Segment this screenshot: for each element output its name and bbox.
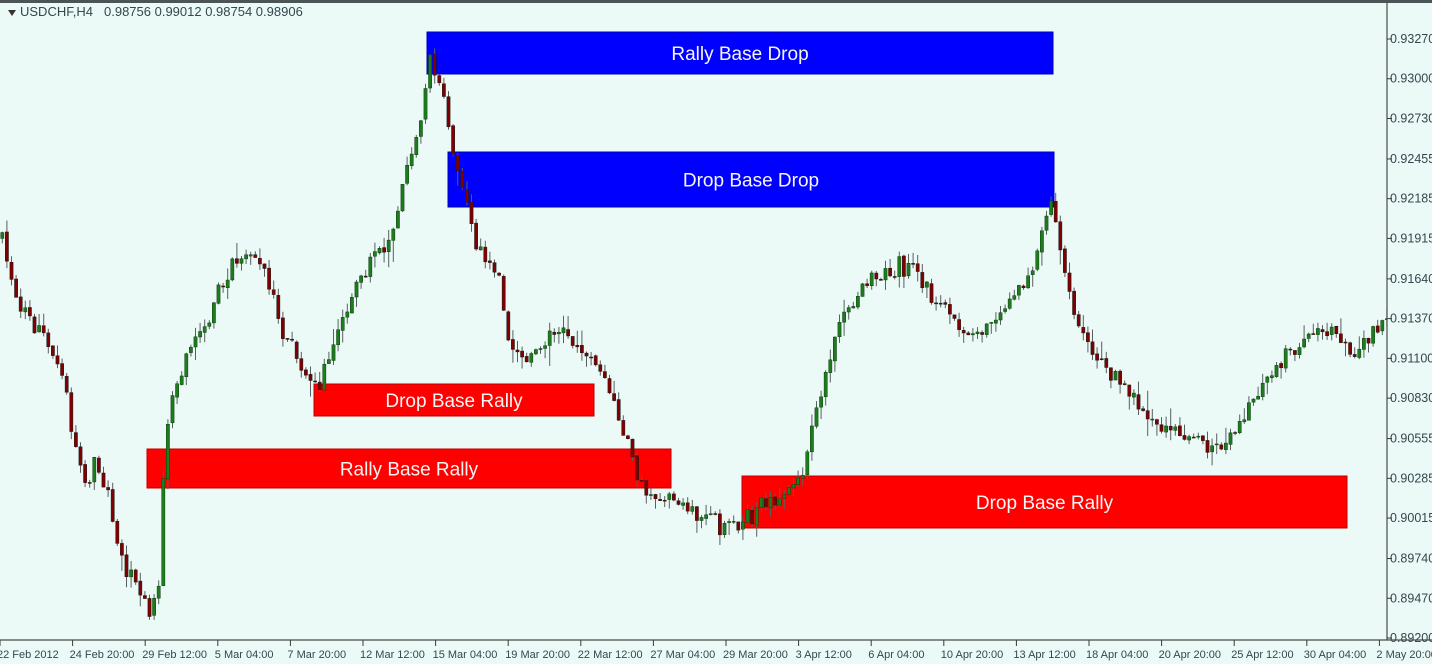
svg-text:22 Feb 2012: 22 Feb 2012 [0,649,59,661]
svg-text:30 Apr 04:00: 30 Apr 04:00 [1304,649,1366,661]
svg-text:2 May 20:00: 2 May 20:00 [1376,649,1432,661]
svg-text:0.92455: 0.92455 [1390,152,1432,166]
svg-text:12 Mar 12:00: 12 Mar 12:00 [360,649,425,661]
svg-text:5 Mar 04:00: 5 Mar 04:00 [215,649,274,661]
svg-text:Drop Base Rally: Drop Base Rally [385,391,523,412]
svg-text:0.90555: 0.90555 [1390,432,1432,446]
svg-text:6 Apr 04:00: 6 Apr 04:00 [868,649,924,661]
svg-text:0.93000: 0.93000 [1390,72,1432,86]
svg-text:0.92730: 0.92730 [1390,111,1432,125]
svg-text:0.89740: 0.89740 [1390,552,1432,566]
svg-text:3 Apr 12:00: 3 Apr 12:00 [796,649,852,661]
svg-text:0.98756 0.99012 0.98754 0.9890: 0.98756 0.99012 0.98754 0.98906 [104,4,303,19]
svg-text:27 Mar 04:00: 27 Mar 04:00 [650,649,715,661]
svg-text:0.91100: 0.91100 [1390,351,1432,365]
svg-text:18 Apr 04:00: 18 Apr 04:00 [1086,649,1148,661]
svg-text:USDCHF,H4: USDCHF,H4 [20,4,93,19]
svg-text:0.93270: 0.93270 [1390,32,1432,46]
svg-text:0.90830: 0.90830 [1390,391,1432,405]
svg-text:20 Apr 20:00: 20 Apr 20:00 [1159,649,1221,661]
svg-text:Drop Base Rally: Drop Base Rally [976,493,1114,514]
svg-text:Rally Base Drop: Rally Base Drop [671,44,808,65]
svg-text:15 Mar 04:00: 15 Mar 04:00 [433,649,498,661]
svg-text:Drop Base Drop: Drop Base Drop [683,171,819,192]
svg-text:0.91915: 0.91915 [1390,231,1432,245]
svg-text:19 Mar 20:00: 19 Mar 20:00 [505,649,570,661]
svg-text:22 Mar 12:00: 22 Mar 12:00 [578,649,643,661]
svg-text:Rally Base Rally: Rally Base Rally [340,460,479,481]
svg-text:0.89200: 0.89200 [1390,631,1432,645]
svg-text:0.91640: 0.91640 [1390,272,1432,286]
svg-text:0.90285: 0.90285 [1390,471,1432,485]
svg-text:25 Apr 12:00: 25 Apr 12:00 [1231,649,1293,661]
svg-text:0.89470: 0.89470 [1390,591,1432,605]
svg-text:10 Apr 20:00: 10 Apr 20:00 [941,649,1003,661]
svg-text:24 Feb 20:00: 24 Feb 20:00 [70,649,135,661]
svg-text:0.91370: 0.91370 [1390,312,1432,326]
svg-text:29 Feb 12:00: 29 Feb 12:00 [142,649,207,661]
svg-text:7 Mar 20:00: 7 Mar 20:00 [287,649,346,661]
svg-text:29 Mar 20:00: 29 Mar 20:00 [723,649,788,661]
svg-text:0.92185: 0.92185 [1390,192,1432,206]
svg-text:13 Apr 12:00: 13 Apr 12:00 [1013,649,1075,661]
svg-text:0.90015: 0.90015 [1390,511,1432,525]
